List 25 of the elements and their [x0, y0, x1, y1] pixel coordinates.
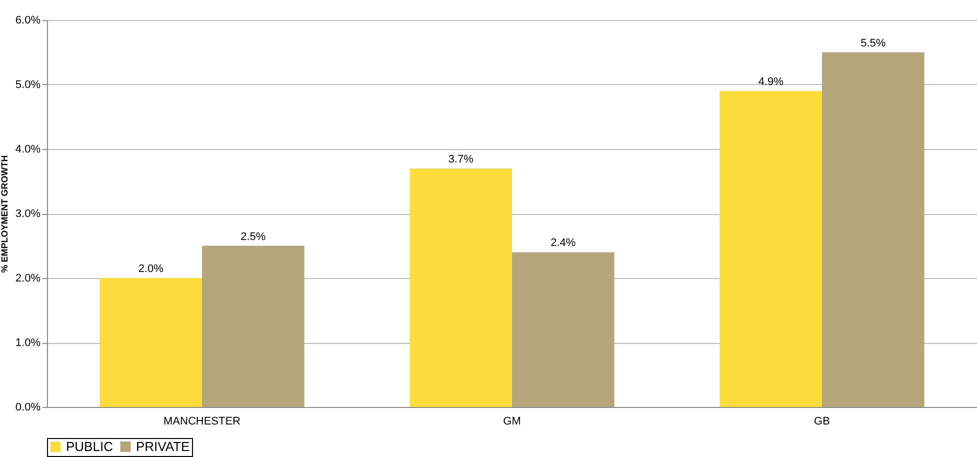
x-tick-label: GB [814, 416, 830, 428]
data-label: 2.5% [240, 230, 266, 243]
y-axis-title: % EMPLOYMENT GROWTH [0, 155, 10, 273]
data-label: 3.7% [448, 153, 474, 166]
data-label: 2.0% [138, 263, 164, 275]
y-tick-label: 1.0% [15, 337, 41, 349]
data-label: 4.9% [758, 76, 784, 88]
bar [512, 252, 614, 407]
x-tick-label: GM [503, 416, 521, 428]
x-tick-label: MANCHESTER [163, 416, 241, 428]
data-label: 5.5% [860, 37, 886, 50]
bar [410, 168, 512, 407]
bar [202, 246, 304, 407]
y-tick-label: 4.0% [15, 144, 41, 156]
y-tick-label: 5.0% [15, 79, 41, 91]
bar [822, 52, 924, 407]
y-tick-label: 3.0% [15, 208, 41, 220]
legend-label: PRIVATE [136, 438, 190, 454]
bar [100, 278, 202, 407]
legend-label: PUBLIC [66, 438, 113, 454]
y-tick-label: 0.0% [15, 402, 41, 414]
data-label: 2.4% [550, 237, 576, 250]
y-tick-label: 6.0% [15, 14, 41, 26]
bar [720, 90, 822, 407]
y-tick-label: 2.0% [15, 272, 41, 284]
